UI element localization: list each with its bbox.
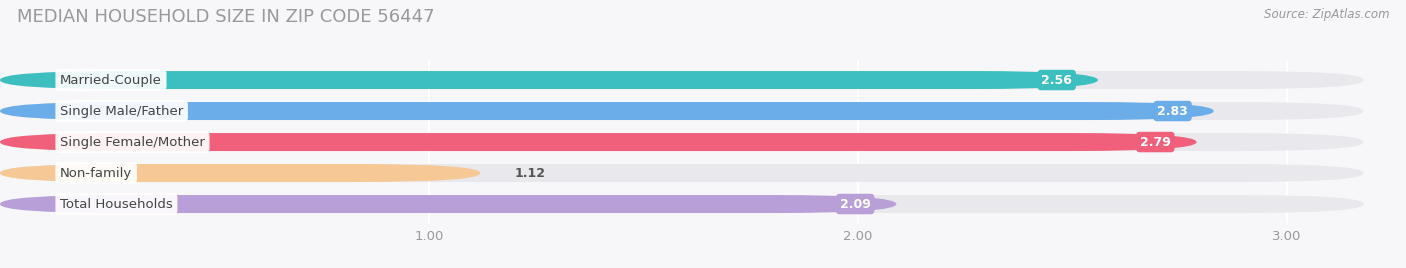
FancyBboxPatch shape xyxy=(0,71,1364,89)
Text: 2.56: 2.56 xyxy=(1042,73,1073,87)
Text: 1.12: 1.12 xyxy=(515,166,546,180)
Text: Married-Couple: Married-Couple xyxy=(60,73,162,87)
FancyBboxPatch shape xyxy=(0,102,1364,120)
Text: Single Female/Mother: Single Female/Mother xyxy=(60,136,205,148)
Text: MEDIAN HOUSEHOLD SIZE IN ZIP CODE 56447: MEDIAN HOUSEHOLD SIZE IN ZIP CODE 56447 xyxy=(17,8,434,26)
Text: Non-family: Non-family xyxy=(60,166,132,180)
Text: Source: ZipAtlas.com: Source: ZipAtlas.com xyxy=(1264,8,1389,21)
FancyBboxPatch shape xyxy=(0,195,1364,213)
Text: 2.09: 2.09 xyxy=(839,198,870,211)
FancyBboxPatch shape xyxy=(0,195,897,213)
FancyBboxPatch shape xyxy=(0,71,1098,89)
Text: 2.83: 2.83 xyxy=(1157,105,1188,118)
FancyBboxPatch shape xyxy=(0,133,1197,151)
FancyBboxPatch shape xyxy=(0,102,1213,120)
FancyBboxPatch shape xyxy=(0,133,1364,151)
Text: 2.79: 2.79 xyxy=(1140,136,1171,148)
Text: Single Male/Father: Single Male/Father xyxy=(60,105,183,118)
FancyBboxPatch shape xyxy=(0,164,481,182)
Text: Total Households: Total Households xyxy=(60,198,173,211)
FancyBboxPatch shape xyxy=(0,164,1364,182)
